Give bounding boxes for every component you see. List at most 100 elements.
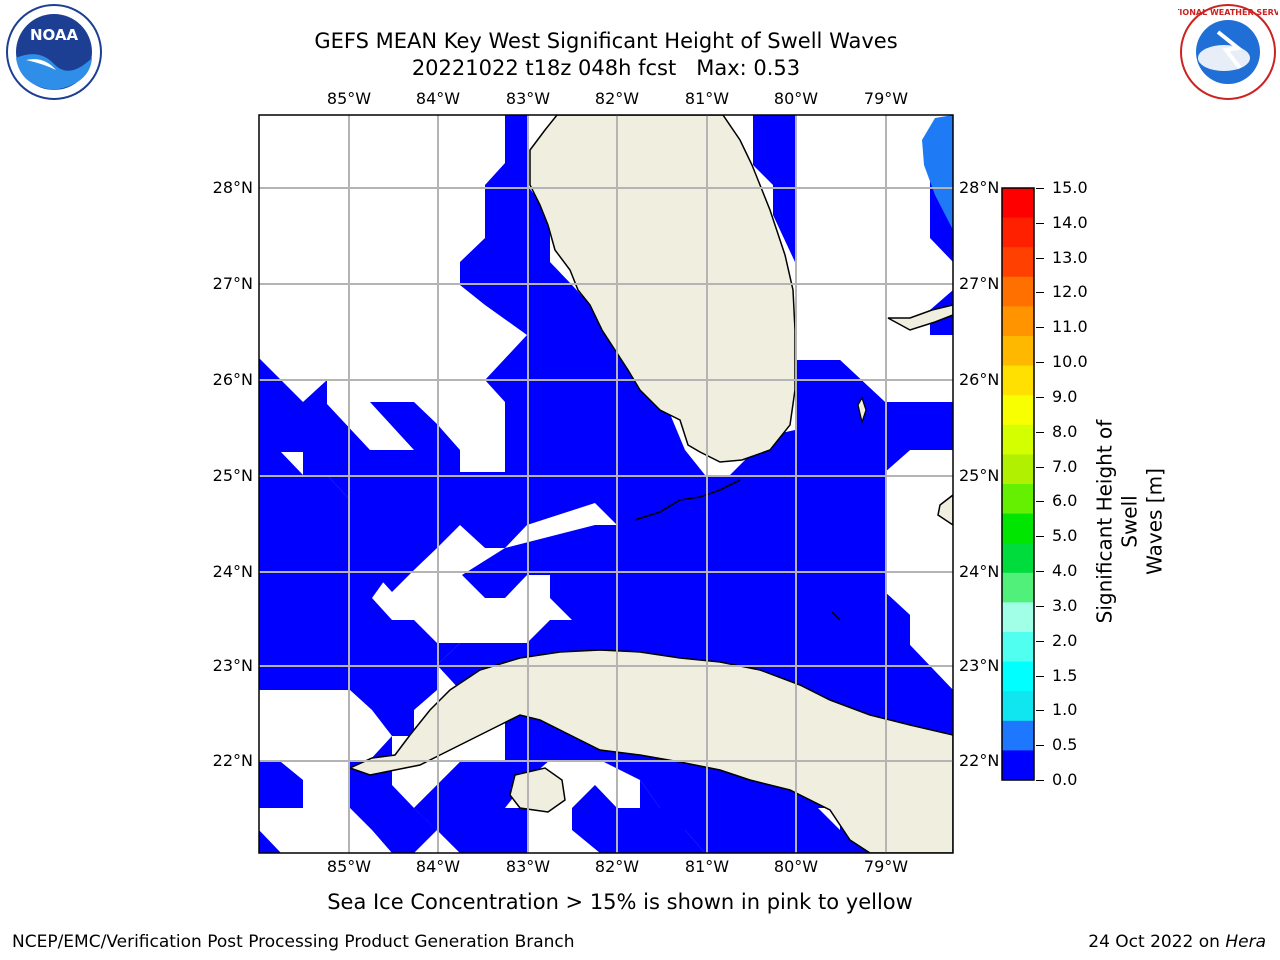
lon-label-bottom: 80°W: [773, 857, 819, 876]
colorbar-tick-label: 9.0: [1052, 386, 1078, 406]
colorbar-tick-label: 14.0: [1052, 212, 1088, 232]
colorbar-step: [1002, 602, 1034, 633]
colorbar-tick-mark: [1036, 466, 1044, 468]
colorbar-step: [1002, 543, 1034, 574]
colorbar-tick-mark: [1036, 431, 1044, 433]
colorbar-tick-label: 1.0: [1052, 700, 1078, 720]
colorbar-step: [1002, 632, 1034, 663]
cay-sal: [831, 611, 841, 621]
colorbar-step: [1002, 513, 1034, 544]
colorbar-tick-mark: [1036, 222, 1044, 224]
colorbar-step: [1002, 188, 1034, 219]
colorbar-tick-mark: [1036, 501, 1044, 503]
lon-label-top: 82°W: [594, 89, 640, 108]
lon-label-top: 80°W: [773, 89, 819, 108]
bahamas-grand: [887, 304, 953, 331]
colorbar-step: [1002, 306, 1034, 337]
colorbar-step: [1002, 661, 1034, 692]
colorbar-tick-label: 0.5: [1052, 735, 1078, 755]
colorbar-tick-label: 0.0: [1052, 770, 1078, 789]
lon-label-bottom: 83°W: [505, 857, 551, 876]
colorbar-step: [1002, 336, 1034, 367]
colorbar-label-line1: Significant Height of Swell: [1092, 419, 1142, 624]
colorbar-tick-mark: [1036, 292, 1044, 294]
lon-label-top: 83°W: [505, 89, 551, 108]
bahamas-andros: [937, 494, 953, 526]
colorbar-tick-mark: [1036, 327, 1044, 329]
colorbar-step: [1002, 365, 1034, 396]
svg-text:NATIONAL WEATHER SERVICE: NATIONAL WEATHER SERVICE: [1178, 8, 1278, 17]
map-frame: [258, 114, 954, 854]
footer-date: 24 Oct 2022 on Hera: [1088, 932, 1266, 952]
colorbar-label-line2: Waves [m]: [1142, 468, 1167, 575]
noaa-logo: NOAA: [6, 4, 102, 100]
bahamas-small: [857, 396, 867, 425]
colorbar-tick-label: 5.0: [1052, 526, 1078, 546]
colorbar-tick-mark: [1036, 675, 1044, 677]
colorbar-tick-label: 12.0: [1052, 282, 1088, 302]
lon-label-top: 79°W: [863, 89, 909, 108]
lat-label-right: 23°N: [959, 656, 1000, 675]
colorbar-tick-mark: [1036, 605, 1044, 607]
svg-text:NOAA: NOAA: [30, 26, 79, 44]
lat-label-left: 22°N: [212, 751, 253, 770]
colorbar-step: [1002, 395, 1034, 426]
colorbar-step: [1002, 247, 1034, 278]
lon-label-top: 85°W: [326, 89, 372, 108]
lat-label-right: 22°N: [959, 751, 1000, 770]
graticule: [259, 115, 953, 853]
chart-title: GEFS MEAN Key West Significant Height of…: [314, 29, 898, 53]
lat-label-left: 25°N: [212, 466, 253, 485]
nws-logo: NATIONAL WEATHER SERVICE: [1178, 4, 1278, 100]
lat-label-left: 23°N: [212, 656, 253, 675]
lat-label-right: 28°N: [959, 178, 1000, 197]
lon-label-bottom: 84°W: [415, 857, 461, 876]
lat-label-right: 24°N: [959, 562, 1000, 581]
colorbar-step: [1002, 572, 1034, 603]
lat-label-left: 28°N: [212, 178, 253, 197]
lat-label-right: 26°N: [959, 370, 1000, 389]
colorbar-tick-mark: [1036, 362, 1044, 364]
lon-label-top: 81°W: [684, 89, 730, 108]
colorbar-tick-label: 6.0: [1052, 491, 1078, 511]
colorbar-tick-mark: [1036, 745, 1044, 747]
sea-ice-caption-text: Sea Ice Concentration > 15% is shown in …: [327, 890, 913, 914]
sea-ice-caption: Sea Ice Concentration > 15% is shown in …: [0, 890, 1280, 914]
swell-max-area: [922, 115, 953, 230]
colorbar-tick-mark: [1036, 571, 1044, 573]
lon-label-bottom: 79°W: [863, 857, 909, 876]
chart-subtitle: 20221022 t18z 048h fcst Max: 0.53: [411, 56, 801, 80]
lat-label-left: 27°N: [212, 274, 253, 293]
colorbar-tick-mark: [1036, 710, 1044, 712]
lon-label-top: 84°W: [415, 89, 461, 108]
colorbar-tick-label: 1.5: [1052, 665, 1078, 685]
lat-label-right: 25°N: [959, 466, 1000, 485]
colorbar-tick-mark: [1036, 396, 1044, 398]
florida-land: [529, 115, 796, 463]
colorbar-step: [1002, 454, 1034, 485]
colorbar-step: [1002, 720, 1034, 751]
lon-label-bottom: 81°W: [684, 857, 730, 876]
isla-juventud: [509, 767, 566, 813]
florida-keys: [634, 479, 741, 521]
colorbar-tick-label: 15.0: [1052, 178, 1088, 197]
lat-label-left: 24°N: [212, 562, 253, 581]
colorbar-tick-mark: [1036, 257, 1044, 259]
lat-label-right: 27°N: [959, 274, 1000, 293]
colorbar-tick-label: 4.0: [1052, 561, 1078, 581]
footer-credit: NCEP/EMC/Verification Post Processing Pr…: [12, 932, 575, 952]
colorbar-tick-label: 2.0: [1052, 630, 1078, 650]
colorbar: [1001, 187, 1035, 781]
colorbar-tick-mark: [1036, 188, 1044, 189]
lon-label-bottom: 85°W: [326, 857, 372, 876]
footer-host: Hera: [1225, 932, 1266, 952]
colorbar-tick-mark: [1036, 640, 1044, 642]
colorbar-tick-label: 10.0: [1052, 352, 1088, 372]
colorbar-tick-mark: [1036, 536, 1044, 538]
colorbar-tick-mark: [1036, 780, 1044, 781]
colorbar-tick-label: 8.0: [1052, 421, 1078, 441]
colorbar-step: [1002, 217, 1034, 248]
colorbar-step: [1002, 424, 1034, 455]
footer-date-text: 24 Oct 2022 on: [1088, 932, 1226, 952]
colorbar-step: [1002, 484, 1034, 515]
